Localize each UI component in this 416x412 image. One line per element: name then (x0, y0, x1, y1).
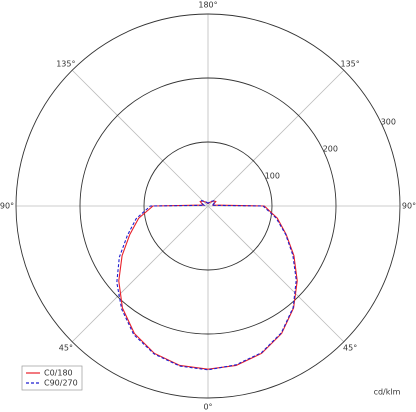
angle-tick-label: 180° (198, 1, 217, 10)
radial-grid-circle (15, 13, 401, 399)
radial-tick-label: 300 (381, 117, 396, 126)
radial-grid-circle (143, 141, 273, 271)
angle-tick-label: 45° (343, 344, 357, 353)
series-line (116, 200, 297, 371)
angle-tick-label: 90° (402, 202, 416, 211)
angle-grid-line (71, 205, 209, 343)
angle-tick-label: 90° (0, 202, 14, 211)
radial-grid-circle (79, 77, 337, 335)
legend-label: C90/270 (44, 379, 78, 388)
angle-tick-label: 135° (56, 59, 75, 68)
angle-tick-label: 45° (59, 344, 73, 353)
radial-tick-label: 200 (323, 144, 338, 153)
angle-tick-label: 0° (203, 403, 212, 412)
unit-label: cd/klm (374, 388, 401, 397)
angle-tick-label: 135° (340, 59, 359, 68)
series-line (118, 200, 298, 370)
angle-grid-line (207, 69, 345, 207)
legend-box (21, 365, 83, 391)
angle-grid-line (71, 69, 209, 207)
legend-label: C0/180 (44, 369, 73, 378)
radial-tick-label: 100 (265, 171, 280, 180)
angle-grid-line (207, 205, 345, 343)
